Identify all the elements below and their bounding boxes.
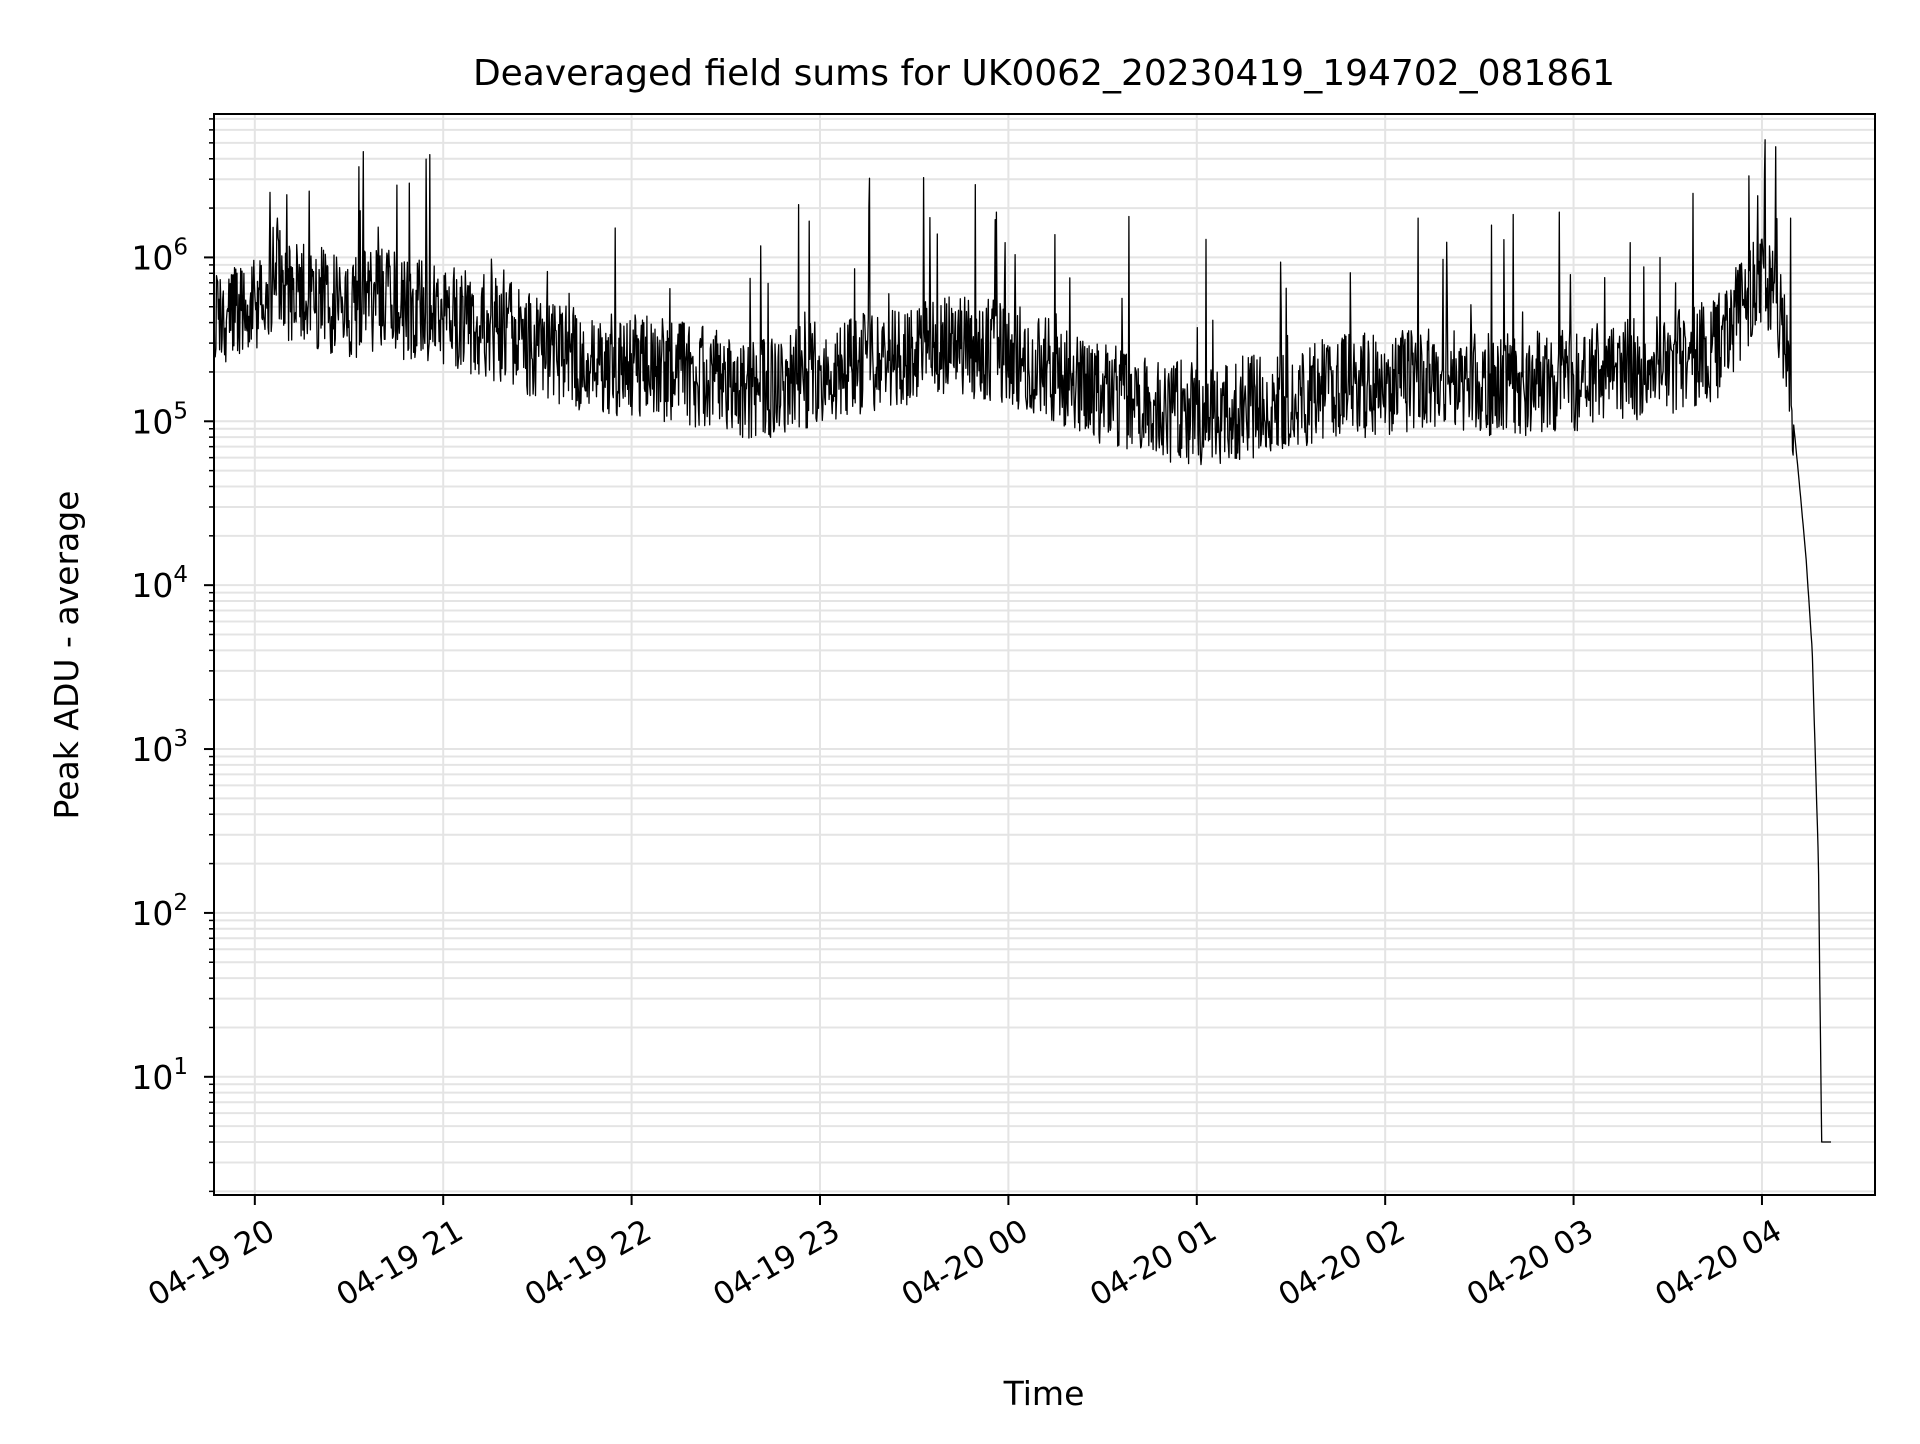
y-tick-label: 101 [131, 1054, 188, 1097]
series-layer [213, 139, 1832, 1143]
y-axis-label: Peak ADU - average [47, 491, 86, 820]
y-tick-label: 102 [131, 890, 188, 933]
y-tick-label: 104 [131, 562, 188, 605]
series-line [213, 139, 1832, 1143]
axes-frame [213, 113, 1876, 1196]
chart-title: Deaveraged field sums for UK0062_2023041… [473, 53, 1615, 94]
y-tick-label: 103 [131, 726, 188, 769]
y-tick-label: 105 [131, 398, 188, 441]
y-tick-label: 106 [131, 234, 188, 277]
x-axis-label: Time [1003, 1374, 1085, 1413]
